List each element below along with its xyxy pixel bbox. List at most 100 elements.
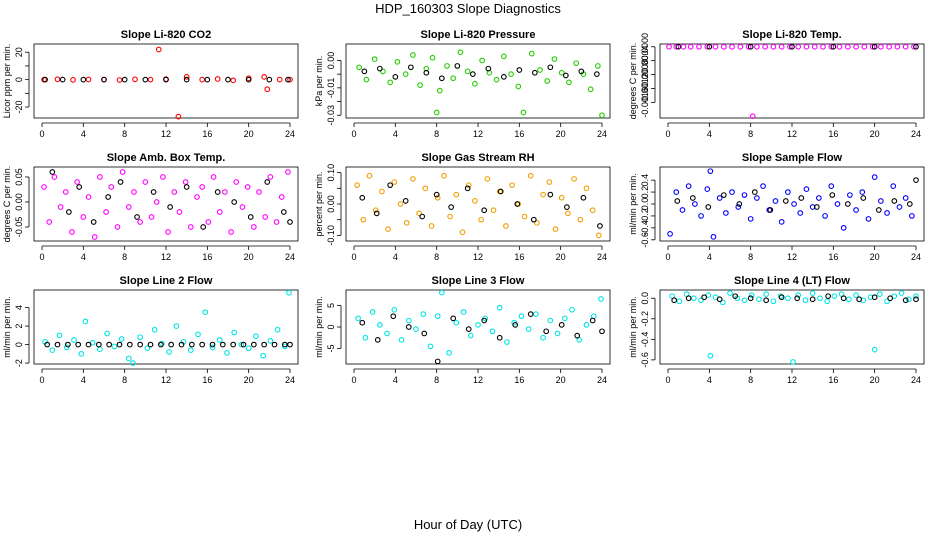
data-point (844, 43, 851, 50)
data-point (875, 207, 882, 213)
x-tick-label: 16 (514, 129, 524, 139)
panel-title: Slope Li-820 Pressure (421, 29, 536, 41)
data-point (583, 185, 590, 192)
data-point (142, 76, 149, 83)
data-point (433, 191, 440, 198)
data-point (737, 43, 744, 50)
data-point (142, 179, 149, 185)
y-tick-label: -0.0016 (640, 87, 650, 118)
y-tick-label: -0.10 (326, 225, 336, 246)
data-point (155, 46, 162, 53)
data-point (453, 191, 460, 198)
data-point (356, 64, 363, 71)
data-point (147, 341, 154, 348)
data-point (589, 207, 596, 214)
data-point (706, 43, 713, 50)
data-point (219, 341, 226, 348)
data-point (902, 43, 909, 50)
data-point (576, 337, 583, 343)
panel-title: Slope Line 4 (LT) Flow (734, 275, 850, 287)
data-point (66, 209, 72, 215)
data-point (865, 216, 872, 222)
data-point (359, 194, 366, 201)
data-point (527, 311, 534, 317)
data-point (479, 57, 485, 64)
data-point (485, 65, 492, 72)
data-point (104, 330, 110, 337)
data-point (587, 86, 594, 93)
x-tick-label: 12 (473, 252, 483, 262)
data-point (884, 298, 890, 305)
data-point (797, 210, 804, 216)
data-point (785, 189, 791, 195)
data-point (671, 297, 678, 304)
data-point (231, 199, 238, 205)
x-tick-label: 4 (393, 252, 398, 262)
data-point (376, 65, 383, 72)
data-point (361, 68, 368, 75)
data-point (840, 295, 847, 302)
x-tick-label: 20 (244, 375, 254, 385)
data-point (472, 198, 478, 204)
x-tick-label: 12 (161, 252, 171, 262)
data-point (719, 299, 726, 306)
data-point (500, 53, 507, 60)
data-point (54, 76, 61, 83)
data-point (422, 185, 429, 192)
data-point (490, 207, 497, 214)
data-point (403, 219, 410, 226)
data-point (853, 207, 859, 213)
data-point (202, 309, 209, 316)
data-point (674, 198, 681, 204)
data-point (778, 219, 785, 225)
x-tick-label: 24 (285, 129, 295, 139)
data-point (274, 326, 281, 333)
data-point (599, 328, 605, 335)
panel-title: Slope Li-820 CO2 (121, 29, 211, 41)
data-point (372, 207, 379, 214)
data-point (860, 195, 867, 201)
data-point (276, 76, 283, 83)
data-point (355, 315, 361, 322)
x-tick-label: 0 (39, 129, 44, 139)
data-point (798, 195, 805, 201)
x-tick-label: 0 (665, 129, 670, 139)
data-point (359, 319, 366, 326)
data-point (216, 337, 223, 343)
data-point (130, 360, 136, 366)
data-point (402, 198, 409, 204)
x-tick-label: 12 (787, 129, 797, 139)
data-point (859, 189, 866, 195)
panel-frame (33, 289, 299, 365)
data-point (472, 80, 478, 87)
data-point (680, 43, 687, 50)
data-point (754, 43, 760, 50)
x-tick-label: 24 (597, 129, 607, 139)
y-axis-label: degrees C per min. (628, 43, 638, 120)
x-tick-label: 0 (351, 129, 356, 139)
y-tick-label: -0.03 (326, 105, 336, 126)
data-point (747, 216, 754, 222)
data-point (898, 290, 905, 296)
data-point (250, 224, 257, 230)
data-point (795, 292, 802, 298)
data-point (749, 113, 756, 120)
data-point (705, 204, 712, 210)
data-point (913, 177, 919, 183)
data-point (131, 189, 137, 195)
data-point (148, 214, 155, 220)
data-point (497, 188, 504, 195)
data-point (817, 295, 823, 302)
data-point (261, 74, 268, 80)
data-point (720, 192, 727, 198)
data-point (44, 341, 51, 348)
data-point (577, 216, 584, 223)
panel-title: Slope Line 2 Flow (120, 275, 213, 287)
y-tick-label: 0 (326, 324, 336, 329)
data-point (264, 179, 271, 185)
data-point (371, 56, 378, 62)
x-tick-label: 8 (122, 252, 127, 262)
data-point (402, 71, 409, 77)
data-point (676, 298, 683, 305)
data-point (380, 68, 386, 75)
